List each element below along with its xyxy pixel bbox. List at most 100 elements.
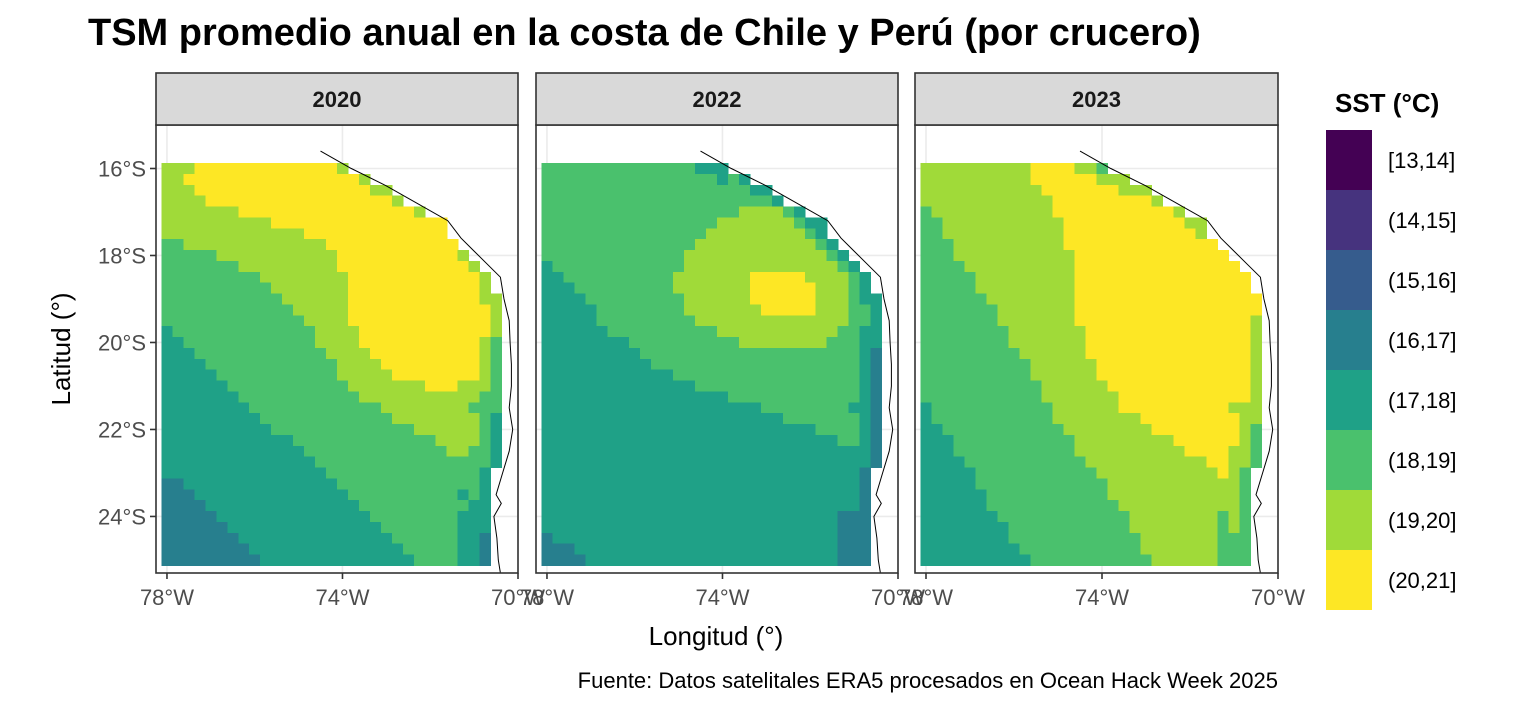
raster-cell	[931, 217, 944, 229]
raster-cell	[1206, 347, 1219, 360]
raster-cell	[815, 326, 828, 338]
raster-cell	[942, 304, 955, 316]
raster-cell	[1019, 304, 1032, 316]
raster-cell	[964, 413, 977, 425]
raster-cell	[1195, 434, 1208, 447]
raster-cell	[662, 250, 674, 262]
raster-cell	[618, 554, 630, 566]
raster-cell	[369, 402, 382, 414]
x-tick-label: 78°W	[140, 585, 194, 610]
raster-cell	[293, 391, 305, 403]
raster-cell	[391, 500, 404, 512]
raster-cell	[468, 315, 481, 327]
raster-cell	[541, 358, 554, 371]
raster-cell	[238, 521, 250, 534]
raster-cell	[479, 347, 492, 360]
raster-cell	[552, 250, 565, 262]
raster-cell	[706, 500, 718, 512]
raster-cell	[1096, 260, 1109, 273]
raster-cell	[1052, 326, 1065, 338]
raster-cell	[684, 184, 696, 197]
raster-cell	[684, 402, 696, 414]
raster-cell	[541, 369, 554, 382]
raster-cell	[975, 380, 988, 393]
raster-cell	[1184, 337, 1197, 349]
raster-cell	[457, 347, 470, 360]
raster-cell	[804, 511, 817, 523]
raster-cell	[942, 358, 955, 371]
legend-key	[1326, 190, 1372, 250]
raster-cell	[304, 163, 316, 175]
legend-label: (17,18]	[1388, 388, 1457, 413]
raster-cell	[249, 217, 261, 229]
raster-cell	[574, 250, 586, 262]
raster-cell	[391, 521, 404, 534]
raster-cell	[1239, 445, 1252, 458]
raster-cell	[640, 163, 652, 175]
raster-cell	[282, 206, 294, 219]
raster-cell	[997, 413, 1010, 425]
raster-cell	[607, 489, 619, 501]
raster-cell	[1162, 271, 1175, 284]
raster-cell	[1052, 380, 1065, 393]
raster-cell	[760, 293, 773, 306]
raster-cell	[337, 402, 349, 414]
raster-cell	[953, 173, 966, 186]
raster-cell	[293, 380, 305, 393]
raster-cell	[782, 500, 795, 512]
raster-cell	[457, 304, 470, 316]
raster-cell	[216, 380, 228, 393]
raster-cell	[446, 445, 459, 458]
raster-cell	[684, 173, 696, 186]
raster-cell	[749, 467, 762, 479]
raster-cell	[997, 424, 1010, 436]
raster-cell	[793, 304, 806, 316]
raster-cell	[391, 554, 404, 566]
raster-cell	[424, 315, 437, 327]
raster-cell	[304, 511, 316, 523]
raster-cell	[347, 337, 360, 349]
raster-cell	[618, 380, 630, 393]
raster-cell	[920, 391, 933, 403]
raster-cell	[563, 467, 575, 479]
raster-cell	[695, 315, 707, 327]
raster-cell	[1008, 424, 1021, 436]
raster-cell	[1151, 380, 1164, 393]
raster-cell	[161, 195, 174, 208]
raster-cell	[771, 271, 784, 284]
raster-cell	[997, 195, 1010, 208]
raster-cell	[161, 554, 174, 566]
raster-cell	[793, 543, 806, 556]
raster-cell	[326, 358, 338, 371]
raster-cell	[293, 413, 305, 425]
raster-cell	[706, 326, 718, 338]
raster-cell	[271, 163, 283, 175]
raster-cell	[1151, 521, 1164, 534]
raster-cell	[172, 467, 185, 479]
raster-cell	[986, 282, 999, 295]
raster-cell	[848, 554, 861, 566]
raster-cell	[997, 434, 1010, 447]
raster-cell	[391, 282, 404, 295]
raster-cell	[391, 445, 404, 458]
raster-cell	[793, 380, 806, 393]
raster-cell	[413, 489, 426, 501]
raster-cell	[986, 445, 999, 458]
raster-cell	[1228, 315, 1241, 327]
raster-cell	[815, 380, 828, 393]
raster-cell	[391, 467, 404, 479]
raster-cell	[435, 434, 448, 447]
raster-cell	[1162, 554, 1175, 566]
raster-cell	[815, 456, 828, 469]
raster-cell	[1162, 511, 1175, 523]
raster-cell	[585, 369, 597, 382]
raster-cell	[607, 260, 619, 273]
raster-cell	[986, 489, 999, 501]
raster-cell	[347, 260, 360, 273]
raster-cell	[684, 195, 696, 208]
raster-cell	[1107, 173, 1120, 186]
raster-cell	[413, 521, 426, 534]
raster-cell	[986, 326, 999, 338]
raster-cell	[997, 239, 1010, 251]
